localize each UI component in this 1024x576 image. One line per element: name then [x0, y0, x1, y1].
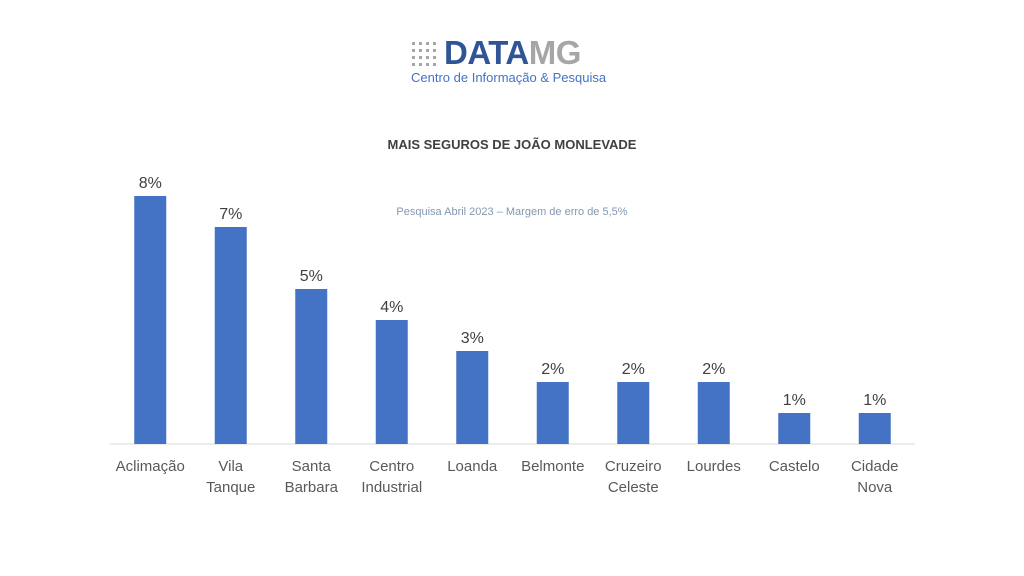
category-label-1-0: Vila: [218, 458, 243, 475]
data-label-0: 8%: [139, 175, 162, 192]
category-label-2-1: Barbara: [285, 479, 339, 496]
data-label-3: 4%: [380, 299, 403, 316]
data-label-9: 1%: [863, 392, 886, 409]
category-label-8-0: Castelo: [769, 458, 820, 475]
category-label-6-0: Cruzeiro: [605, 458, 662, 475]
logo-dots-icon: [412, 42, 436, 66]
category-label-6-1: Celeste: [608, 479, 659, 496]
category-label-4-0: Loanda: [447, 458, 498, 475]
bar-0: [134, 196, 167, 444]
bar-2: [295, 289, 328, 444]
data-label-7: 2%: [702, 361, 725, 378]
logo-subtitle: Centro de Informação & Pesquisa: [411, 70, 607, 85]
category-label-9-1: Nova: [857, 479, 893, 496]
logo-word-main: DATA: [444, 34, 529, 71]
category-labels-group: Aclimação Vila Tanque Santa Barbara Centro Ind…: [116, 458, 899, 496]
bar-5: [536, 382, 569, 444]
category-label-3-1: Industrial: [361, 479, 422, 496]
category-label-0-0: Aclimação: [116, 458, 185, 475]
logo-word-accent: MG: [528, 34, 582, 71]
bar-1: [214, 227, 247, 444]
chart-title: MAIS SEGUROS DE JOÃO MONLEVADE: [388, 137, 637, 152]
bar-9: [858, 413, 891, 444]
bars-group: [134, 196, 891, 444]
bar-6: [617, 382, 650, 444]
data-label-2: 5%: [300, 268, 323, 285]
category-label-1-1: Tanque: [206, 479, 255, 496]
data-label-4: 3%: [461, 330, 484, 347]
datamg-logo: DATAMG Centro de Informação & Pesquisa: [410, 34, 620, 86]
bar-7: [697, 382, 730, 444]
bar-3: [375, 320, 408, 444]
category-label-2-0: Santa: [292, 458, 332, 475]
bar-8: [778, 413, 811, 444]
category-label-5-0: Belmonte: [521, 458, 584, 475]
category-label-7-0: Lourdes: [687, 458, 741, 475]
category-label-9-0: Cidade: [851, 458, 899, 475]
data-label-1: 7%: [219, 206, 242, 223]
bar-4: [456, 351, 489, 444]
chart-subtitle: Pesquisa Abril 2023 – Margem de erro de …: [396, 206, 627, 218]
data-label-6: 2%: [622, 361, 645, 378]
data-labels-group: 8% 7% 5% 4% 3% 2% 2% 2% 1% 1%: [139, 175, 887, 409]
category-label-3-0: Centro: [369, 458, 414, 475]
logo-wordmark: DATAMG: [444, 34, 581, 72]
data-label-5: 2%: [541, 361, 564, 378]
data-label-8: 1%: [783, 392, 806, 409]
